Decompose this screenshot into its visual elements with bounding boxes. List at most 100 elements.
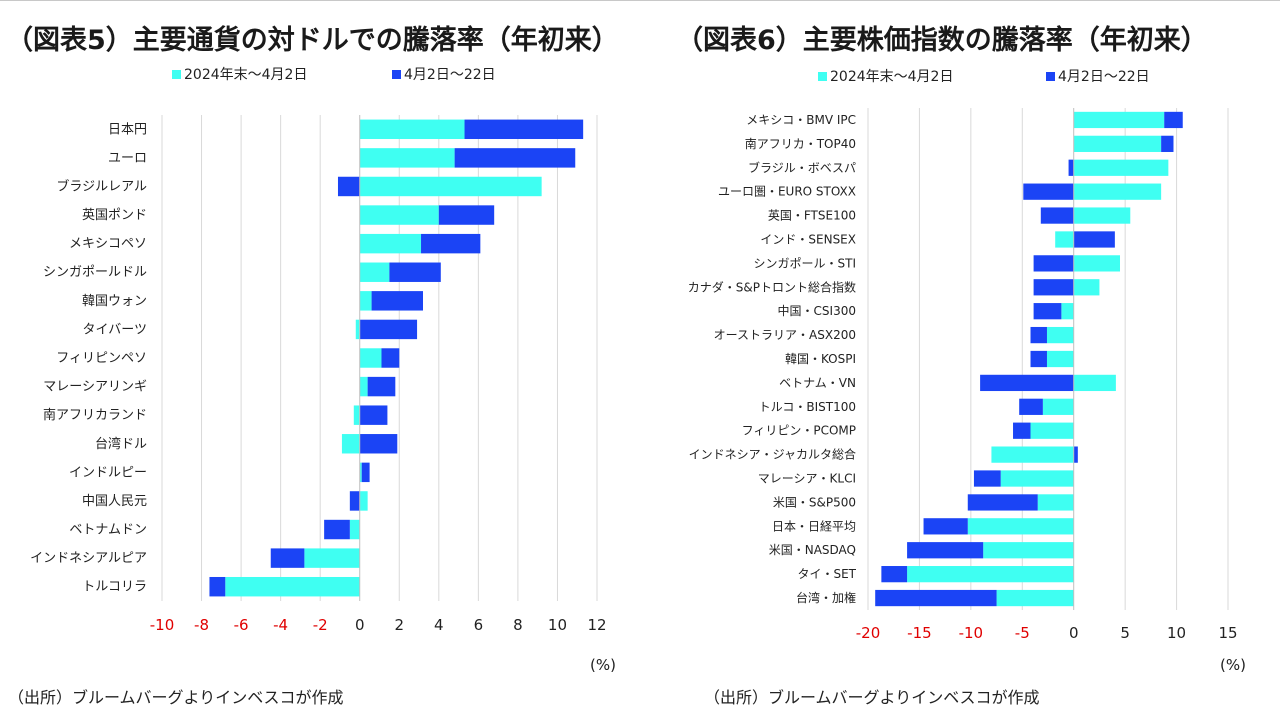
chart5-bar-s1-5: [359, 262, 390, 282]
chart5-legend-label-1: 2024年末～4月2日: [184, 67, 307, 83]
chart5-bar-s1-7: [355, 319, 360, 340]
chart5-bar-s2-12: [361, 462, 370, 483]
chart5-category-label-7: タイバーツ: [83, 322, 147, 337]
chart6-bar-s2-19: [881, 566, 908, 583]
chart6-bar-s2-9: [1030, 326, 1047, 344]
chart6-legend-label-2: 4月2日～22日: [1058, 69, 1150, 85]
chart5-bar-s1-13: [359, 491, 368, 511]
chart5-category-label-15: インドネシアルピア: [30, 551, 147, 566]
chart6-bar-s1-19: [907, 566, 1074, 583]
chart6-tick-label-0: -20: [856, 624, 881, 642]
chart6-bar-s1-4: [1073, 207, 1131, 224]
chart5-category-label-16: トルコリラ: [82, 580, 147, 595]
chart6-category-label-18: 米国・NASDAQ: [769, 543, 856, 557]
chart6-category-label-15: マレーシア・KLCI: [758, 472, 856, 486]
chart5-bar-s2-8: [381, 348, 400, 368]
chart5-bar-s1-0: [359, 119, 465, 140]
chart5-category-label-13: 中国人民元: [82, 494, 147, 509]
chart6-tick-label-5: 5: [1120, 624, 1130, 642]
chart6-legend-swatch-1: [818, 72, 827, 81]
chart6-category-label-20: 台湾・加権: [796, 590, 856, 605]
chart6-category-label-3: ユーロ圏・EURO STOXX: [718, 185, 856, 199]
chart5-tick-label-6: 2: [394, 616, 404, 634]
chart6-category-label-14: インドネシア・ジャカルタ総合: [689, 447, 856, 462]
chart6-category-label-10: 韓国・KOSPI: [785, 352, 856, 366]
chart6-category-label-5: インド・SENSEX: [760, 232, 856, 246]
chart6-bar-s1-10: [1046, 350, 1074, 368]
chart5-bar-s2-4: [421, 233, 481, 254]
chart5-bar-s1-1: [359, 148, 455, 168]
chart5-bar-s2-3: [438, 205, 495, 225]
chart6-bar-s1-18: [983, 542, 1074, 559]
chart5-tick-label-0: -10: [150, 616, 175, 634]
chart5-bar-s1-15: [304, 548, 360, 568]
chart6-category-label-11: ベトナム・VN: [779, 376, 856, 390]
chart5-category-label-6: 韓国ウォン: [82, 294, 147, 309]
chart6-bar-s2-0: [1164, 111, 1183, 129]
chart5-legend-swatch-2: [392, 70, 401, 79]
chart5-category-label-12: インドルピー: [69, 465, 147, 480]
chart6-category-label-1: 南アフリカ・TOP40: [745, 136, 856, 151]
chart5-title: （図表5）主要通貨の対ドルでの騰落率（年初来）: [6, 25, 619, 56]
chart6-category-label-16: 米国・S&P500: [773, 495, 856, 509]
chart6-tick-label-6: 10: [1167, 624, 1186, 642]
chart5-category-label-8: フィリピンペソ: [56, 351, 147, 366]
chart5-tick-label-3: -4: [273, 616, 288, 634]
chart6-bar-s1-12: [1042, 398, 1074, 415]
chart5-tick-label-7: 4: [434, 616, 444, 634]
chart6-category-label-9: オーストラリア・ASX200: [714, 328, 856, 342]
chart6-bar-s1-1: [1073, 135, 1162, 152]
chart5-category-label-3: 英国ポンド: [82, 208, 147, 223]
chart5-bar-s2-1: [454, 148, 576, 168]
chart6-category-label-0: メキシコ・BMV IPC: [746, 113, 856, 127]
chart5-legend-swatch-1: [172, 70, 181, 79]
chart5-bar-s2-6: [371, 291, 423, 311]
chart6-legend-label-1: 2024年末～4月2日: [830, 69, 953, 85]
chart5-bar-s1-6: [359, 291, 372, 311]
chart6-bar-s1-5: [1055, 231, 1074, 248]
chart6-bar-s2-6: [1033, 255, 1074, 272]
chart6-category-label-17: 日本・日経平均: [772, 519, 856, 533]
chart5-bar-s1-16: [225, 576, 360, 597]
top-border: [0, 0, 1280, 1]
chart6-tick-label-4: 0: [1069, 624, 1079, 642]
chart5-category-label-9: マレーシアリンギ: [43, 380, 147, 395]
chart5-bar-s2-13: [349, 491, 360, 511]
chart6-bar-s2-5: [1073, 231, 1115, 248]
chart5-bar-s2-9: [367, 376, 396, 397]
chart6-bar-s2-15: [973, 470, 1001, 487]
chart5-legend-label-2: 4月2日～22日: [404, 67, 496, 83]
chart5-tick-label-1: -8: [194, 616, 209, 634]
chart6-bar-s1-11: [1073, 374, 1116, 392]
chart5-category-label-0: 日本円: [108, 122, 147, 137]
chart5-bar-s2-5: [389, 262, 441, 282]
chart5-bar-s2-7: [359, 319, 418, 340]
chart6-bar-s2-16: [967, 494, 1038, 511]
chart5-category-label-10: 南アフリカランド: [43, 407, 147, 423]
chart6-category-label-6: シンガポール・STI: [754, 256, 857, 270]
chart5-source: （出所）ブルームバーグよりインベスコが作成: [8, 688, 344, 707]
chart6-bar-s2-3: [1023, 183, 1074, 200]
chart5-bar-s2-15: [270, 548, 305, 568]
chart6-bar-s2-11: [980, 374, 1074, 392]
chart5-bar-s1-14: [349, 519, 360, 540]
chart5-category-label-11: 台湾ドル: [95, 436, 147, 452]
chart6-bar-s1-17: [967, 518, 1074, 535]
chart6-source: （出所）ブルームバーグよりインベスコが作成: [704, 688, 1040, 707]
chart5-bar-s1-10: [353, 405, 360, 425]
chart6-tick-label-1: -15: [907, 624, 932, 642]
chart6-bar-s1-15: [1000, 470, 1074, 487]
chart5-bar-s1-11: [341, 434, 360, 454]
chart5-unit: (%): [590, 656, 616, 674]
chart6-bar-s1-9: [1046, 326, 1074, 344]
chart5-bar-s2-2: [337, 176, 360, 197]
chart6-bar-s1-2: [1073, 159, 1169, 176]
chart5-tick-label-2: -6: [234, 616, 249, 634]
chart6-bar-s2-8: [1033, 303, 1062, 320]
chart6-bar-s1-8: [1061, 303, 1074, 320]
chart6-category-label-2: ブラジル・ボベスパ: [748, 160, 856, 175]
chart5-tick-label-11: 12: [587, 616, 606, 634]
chart6-bar-s1-13: [1030, 422, 1074, 439]
chart5-bar-s2-14: [324, 519, 350, 540]
